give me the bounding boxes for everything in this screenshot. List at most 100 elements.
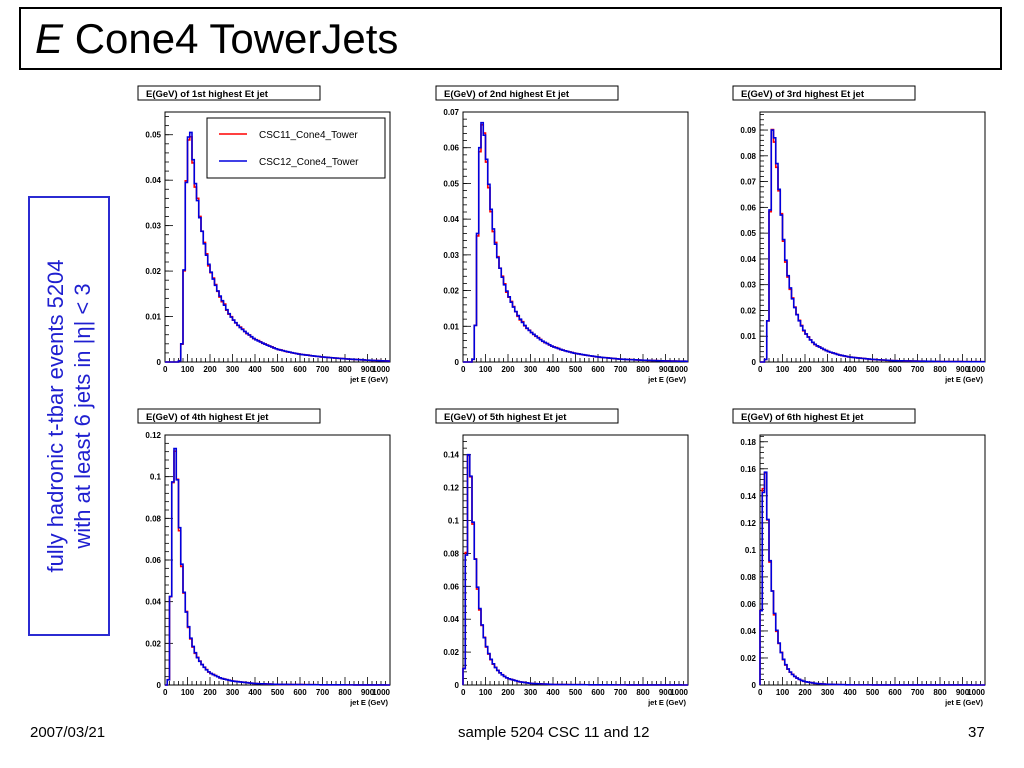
y-tick-label: 0.02 [145, 267, 161, 276]
x-tick-label: 1000 [967, 365, 985, 374]
side-note-line1: fully hadronic t-tbar events 5204 [43, 259, 68, 573]
y-tick-label: 0.07 [740, 178, 756, 187]
x-tick-label: 700 [316, 688, 330, 697]
x-tick-label: 700 [316, 365, 330, 374]
chart-title-box [435, 408, 619, 424]
x-tick-label: 200 [798, 365, 812, 374]
y-tick-label: 0.18 [740, 438, 756, 447]
y-tick-label: 0.06 [443, 144, 459, 153]
y-tick-label: 0.02 [443, 648, 459, 657]
x-tick-label: 500 [271, 688, 285, 697]
x-tick-label: 0 [461, 365, 466, 374]
x-tick-label: 500 [271, 365, 285, 374]
chart-title-box [137, 408, 321, 424]
x-tick-label: 1000 [967, 688, 985, 697]
y-tick-label: 0.04 [443, 215, 459, 224]
x-tick-label: 400 [843, 365, 857, 374]
series-csc11-line [462, 454, 688, 686]
series-csc12-line [463, 121, 688, 363]
chart-title: E(GeV) of 1st highest Et jet [146, 89, 269, 100]
x-tick-label: 100 [479, 688, 493, 697]
y-tick-label: 0.08 [740, 573, 756, 582]
x-axis-label: jet E (GeV) [944, 375, 983, 384]
x-tick-label: 100 [479, 365, 493, 374]
y-tick-label: 0.14 [740, 492, 756, 501]
series-csc11-line [760, 128, 985, 363]
y-tick-label: 0.03 [740, 281, 756, 290]
x-tick-label: 0 [758, 688, 763, 697]
chart-title: E(GeV) of 5th highest Et jet [444, 412, 567, 423]
x-tick-label: 700 [911, 365, 925, 374]
y-tick-label: 0.08 [443, 549, 459, 558]
x-tick-label: 0 [461, 688, 466, 697]
plot-frame [759, 111, 986, 363]
side-note-line2: with at least 6 jets in |η| < 3 [69, 196, 96, 636]
chart-title-box [732, 408, 916, 424]
chart-title: E(GeV) of 2nd highest Et jet [444, 89, 570, 100]
y-tick-label: 0 [157, 358, 162, 367]
x-tick-label: 600 [888, 365, 902, 374]
y-tick-label: 0.16 [740, 465, 756, 474]
y-tick-label: 0.01 [145, 313, 161, 322]
y-tick-label: 0 [157, 681, 162, 690]
plot-frame [462, 111, 689, 363]
y-tick-label: 0.02 [740, 306, 756, 315]
y-tick-label: 0.02 [740, 654, 756, 663]
x-tick-label: 1000 [670, 365, 688, 374]
y-tick-label: 0.14 [443, 451, 459, 460]
x-tick-label: 400 [248, 688, 262, 697]
title-box: E Cone4 TowerJets [19, 7, 1002, 70]
histogram-panel-5th-jet: E(GeV) of 5th highest Et jet 0 0.02 0.04 0.0… [435, 408, 689, 707]
y-tick-label: 0.07 [443, 108, 459, 117]
y-tick-label: 0.08 [145, 514, 161, 523]
x-tick-label: 500 [866, 688, 880, 697]
y-tick-label: 0.06 [145, 556, 161, 565]
chart-title-box [137, 85, 321, 101]
side-note-text: fully hadronic t-tbar events 5204 with a… [42, 196, 96, 636]
x-tick-label: 500 [569, 365, 583, 374]
plot-frame [164, 434, 391, 686]
chart-title: E(GeV) of 4th highest Et jet [146, 412, 269, 423]
x-tick-label: 100 [776, 365, 790, 374]
x-tick-label: 1000 [372, 688, 390, 697]
y-tick-label: 0.08 [740, 152, 756, 161]
x-tick-label: 700 [911, 688, 925, 697]
x-tick-label: 800 [933, 365, 947, 374]
legend-label-csc12: CSC12_Cone4_Tower [259, 157, 359, 168]
chart-title: E(GeV) of 6th highest Et jet [741, 412, 864, 423]
series-csc11-line [759, 472, 985, 686]
x-tick-label: 300 [821, 365, 835, 374]
series-csc12-line [759, 471, 985, 686]
slide-title: E Cone4 TowerJets [35, 13, 398, 65]
x-tick-label: 1000 [670, 688, 688, 697]
x-tick-label: 1000 [372, 365, 390, 374]
series-csc12-line [462, 453, 688, 686]
legend-box [206, 117, 386, 179]
y-tick-label: 0.02 [145, 639, 161, 648]
y-tick-label: 0.02 [443, 287, 459, 296]
y-tick-label: 0.03 [443, 251, 459, 260]
title-italic-e: E [35, 15, 64, 62]
side-note-line2-pre: with at least 6 jets in | [70, 338, 95, 549]
footer-date: 2007/03/21 [30, 724, 106, 741]
y-tick-label: 0.06 [740, 203, 756, 212]
histogram-panel-4th-jet: E(GeV) of 4th highest Et jet 0 0.02 0.04 0.0… [137, 408, 391, 707]
y-tick-label: 0.06 [443, 582, 459, 591]
x-tick-label: 800 [933, 688, 947, 697]
title-text: Cone4 TowerJets [74, 15, 399, 62]
x-axis-label: jet E (GeV) [349, 698, 388, 707]
y-tick-label: 0.05 [740, 229, 756, 238]
x-axis-label: jet E (GeV) [349, 375, 388, 384]
x-tick-label: 900 [659, 365, 673, 374]
histogram-panel-6th-jet: E(GeV) of 6th highest Et jet 0 0.02 0.04 0.0… [732, 408, 986, 707]
series-csc12-line [165, 447, 390, 686]
x-tick-label: 400 [248, 365, 262, 374]
side-note-box [28, 196, 110, 636]
y-tick-label: 0.04 [740, 627, 756, 636]
x-axis-label: jet E (GeV) [647, 698, 686, 707]
x-tick-label: 700 [614, 688, 628, 697]
x-tick-label: 100 [776, 688, 790, 697]
x-tick-label: 600 [293, 365, 307, 374]
page-number: 37 [968, 724, 985, 741]
y-tick-label: 0.12 [443, 484, 459, 493]
